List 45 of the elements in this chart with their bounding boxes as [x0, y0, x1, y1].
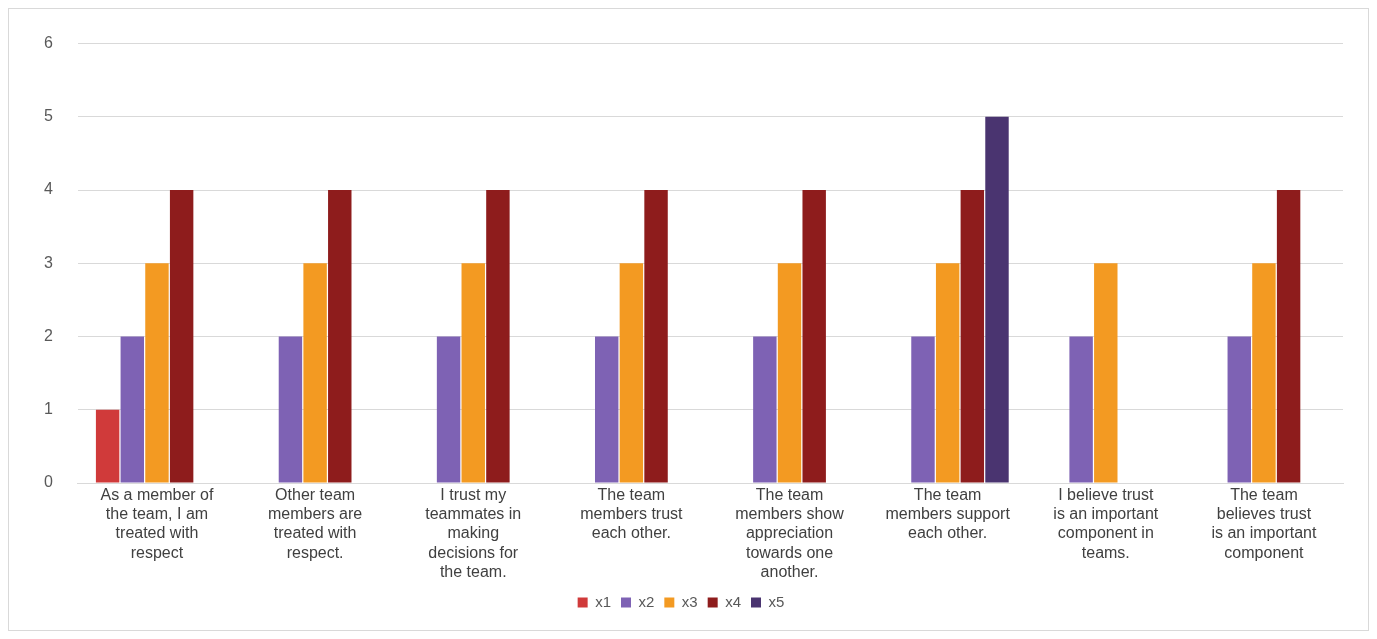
x-tick-label: As a member of the team, I am treated with respect	[100, 486, 214, 561]
y-tick-label: 0	[43, 473, 53, 491]
y-tick-label: 3	[43, 253, 53, 271]
y-tick-label: 1	[43, 400, 53, 418]
bar	[328, 190, 352, 483]
bar	[960, 190, 985, 483]
x-tick-label: I trust my teammates in making decisions for the team.	[425, 486, 522, 580]
bar	[935, 263, 960, 483]
bar	[95, 409, 120, 483]
x-tick-label: The team members support each other.	[885, 486, 1011, 542]
legend-label: x2	[638, 592, 655, 610]
legend-label: x4	[725, 592, 742, 610]
legend-label: x3	[681, 592, 698, 610]
bar	[644, 190, 668, 483]
bar	[278, 336, 303, 483]
bar	[802, 190, 826, 483]
bar	[1252, 263, 1276, 483]
x-tick-label: The team members show appreciation towards one another.	[735, 486, 845, 580]
bar	[1069, 336, 1093, 483]
bar	[1094, 263, 1118, 483]
bar	[145, 263, 169, 483]
x-tick-label: Other team members are treated with respect.	[267, 486, 363, 561]
bar	[461, 263, 485, 483]
x-tick-label: I believe trust is an important component in teams.	[1053, 486, 1159, 561]
x-tick-label: The team members trust each other.	[580, 486, 684, 542]
bar	[120, 336, 145, 483]
y-tick-label: 5	[43, 107, 53, 125]
bar	[1227, 336, 1251, 483]
bar	[436, 336, 461, 483]
y-tick-label: 2	[43, 326, 53, 344]
bar	[1276, 190, 1301, 483]
x-tick-label: The team believes trust is an important component	[1211, 486, 1317, 561]
bar	[911, 336, 935, 483]
bar	[486, 190, 510, 483]
bar	[169, 190, 194, 483]
y-tick-label: 6	[43, 34, 53, 52]
bar	[753, 336, 777, 483]
bar	[619, 263, 644, 483]
bar	[303, 263, 327, 483]
bar	[777, 263, 802, 483]
legend-label: x1	[595, 592, 611, 610]
y-tick-label: 4	[43, 180, 53, 198]
bar	[985, 116, 1009, 483]
bar	[594, 336, 619, 483]
legend-label: x5	[768, 592, 785, 610]
